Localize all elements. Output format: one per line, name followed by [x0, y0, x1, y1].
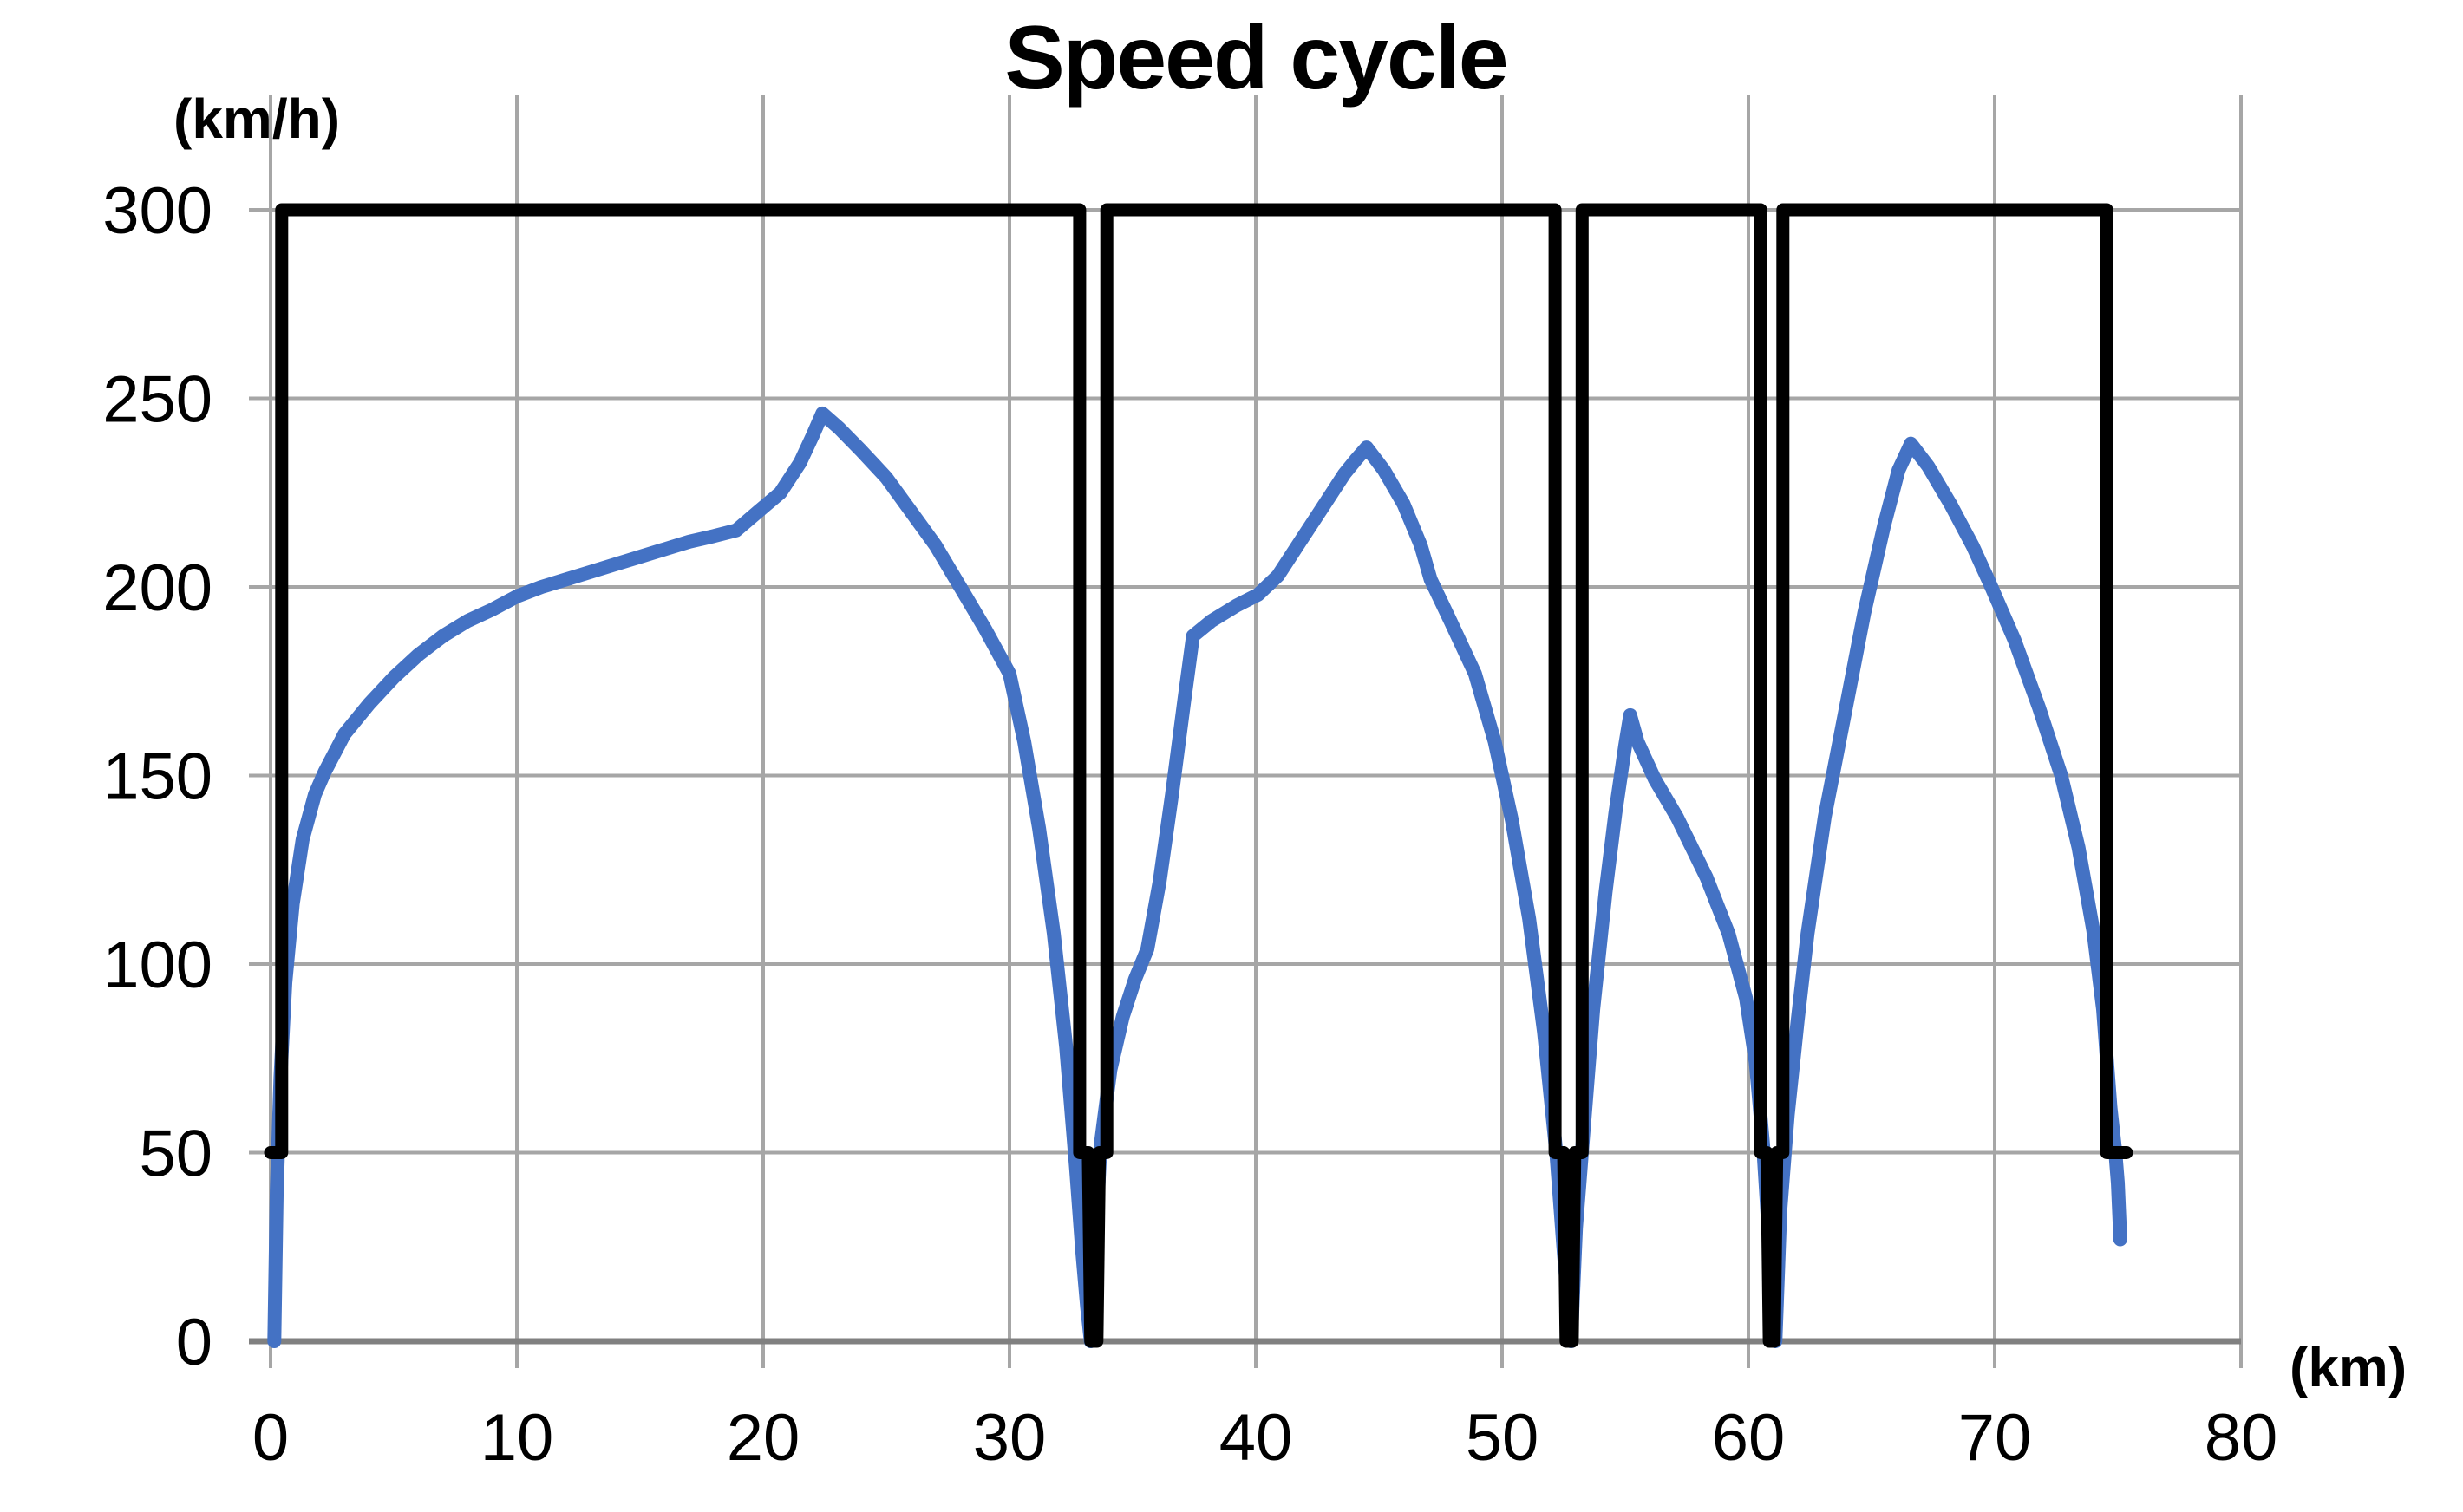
- y-axis-tick-label: 300: [102, 174, 212, 248]
- speed-limit-series-line: [264, 203, 2133, 1348]
- x-axis-tick-label: 40: [1219, 1401, 1293, 1475]
- y-axis-tick-label: 250: [102, 363, 212, 437]
- chart-title: Speed cycle: [1004, 8, 1508, 108]
- x-axis-tick-label: 20: [727, 1401, 800, 1475]
- y-axis-tick-label: 200: [102, 551, 212, 625]
- x-axis-tick-label: 10: [480, 1401, 554, 1475]
- y-axis-tick-label: 0: [176, 1306, 212, 1379]
- x-axis-tick-label: 60: [1712, 1401, 1786, 1475]
- x-axis-tick-label: 70: [1958, 1401, 2032, 1475]
- x-axis-tick-label: 50: [1466, 1401, 1539, 1475]
- y-axis-tick-label: 100: [102, 929, 212, 1002]
- x-axis-tick-label: 30: [973, 1401, 1047, 1475]
- x-axis-tick-label: 80: [2205, 1401, 2278, 1475]
- y-axis-unit-label: (km/h): [173, 88, 340, 150]
- speed-series-line: [267, 406, 2127, 1348]
- x-axis-unit-label: (km): [2290, 1336, 2407, 1398]
- y-axis-tick-label: 50: [139, 1118, 212, 1191]
- x-axis-tick-label: 0: [252, 1401, 289, 1475]
- y-axis-tick-label: 150: [102, 740, 212, 814]
